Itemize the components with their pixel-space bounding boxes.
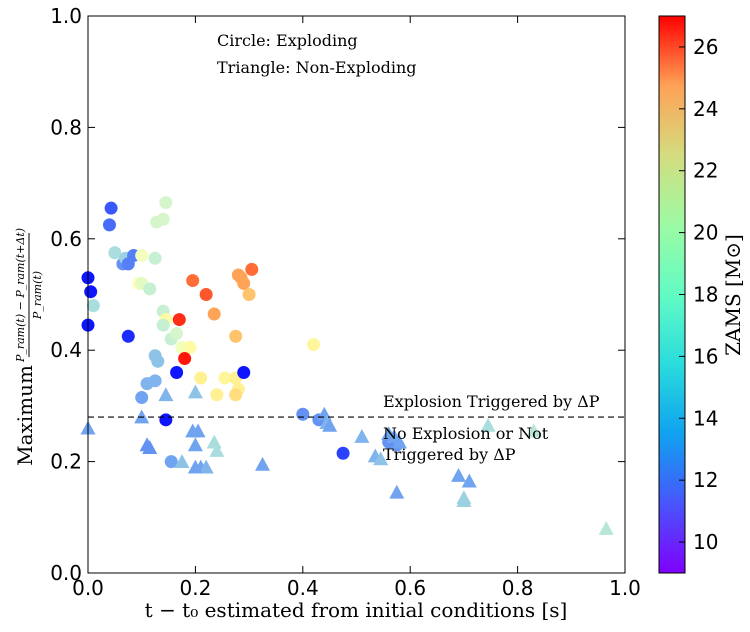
- y-tick-label: 1.0: [50, 4, 82, 28]
- exploding-point: [151, 354, 165, 368]
- exploding-point: [336, 446, 350, 460]
- exploding-point: [148, 251, 162, 265]
- non-exploding-point: [354, 429, 370, 443]
- exploding-point: [178, 352, 192, 366]
- exploding-point: [170, 365, 184, 379]
- colorbar-tick-label: 26: [693, 35, 718, 59]
- y-axis-label: Maximum P_ram(t) − P_ram(t+Δt) P_ram(t): [13, 228, 44, 466]
- axis-ticks: 0.0 0.2 0.4 0.6 0.8 1.0 0.0 0.2 0.4 0.6 0.8 1.0: [50, 4, 641, 600]
- legend-triangle-text: Triangle: Non-Exploding: [217, 58, 417, 77]
- non-exploding-point: [209, 442, 225, 457]
- x-tick-label: 0.2: [179, 576, 211, 600]
- exploding-point: [242, 288, 256, 301]
- exploding-point: [84, 285, 98, 299]
- exploding-point: [104, 201, 118, 215]
- x-tick-label: 0.8: [502, 576, 534, 600]
- exploding-point: [229, 388, 243, 402]
- exploding-point: [156, 318, 170, 332]
- exploding-point: [135, 391, 149, 405]
- colorbar-label: ZAMS [M⊙]: [721, 234, 745, 356]
- threshold-label-below-line1: No Explosion or Not: [383, 424, 549, 443]
- exploding-point: [156, 212, 170, 226]
- exploding-point: [172, 313, 186, 327]
- non-exploding-point: [461, 473, 477, 488]
- non-exploding-point: [158, 387, 174, 402]
- exploding-point: [237, 365, 251, 379]
- exploding-point: [229, 329, 243, 343]
- exploding-point: [210, 388, 224, 402]
- non-exploding-point: [322, 417, 338, 432]
- exploding-point: [194, 371, 208, 385]
- non-exploding-point: [190, 423, 206, 438]
- non-exploding-point: [526, 423, 542, 438]
- exploding-point: [199, 288, 213, 301]
- y-axis-label-main: Maximum: [13, 365, 37, 466]
- y-tick-label: 0.8: [50, 115, 82, 139]
- non-exploding-point: [480, 417, 496, 432]
- colorbar-tick-label: 10: [693, 530, 718, 554]
- colorbar-ticks: 10 12 14 16 18 20 22 24 26: [679, 35, 718, 554]
- x-tick-label: 0.0: [72, 576, 104, 600]
- x-tick-label: 0.4: [287, 576, 319, 600]
- y-tick-label: 0.6: [50, 227, 82, 251]
- exploding-point: [170, 326, 184, 340]
- exploding-point: [140, 377, 154, 391]
- exploding-point: [307, 338, 321, 352]
- y-axis-label-denominator: P_ram(t): [31, 271, 44, 320]
- colorbar-tick-label: 14: [693, 406, 718, 430]
- colorbar-tick-label: 18: [693, 283, 718, 307]
- colorbar-tick-label: 16: [693, 344, 718, 368]
- exploding-point: [86, 299, 100, 313]
- non-exploding-point: [598, 520, 614, 535]
- exploding-point: [159, 413, 173, 427]
- threshold-label-above: Explosion Triggered by ΔP: [383, 392, 600, 411]
- exploding-point: [245, 262, 259, 276]
- non-exploding-point: [451, 468, 467, 482]
- legend-circle-text: Circle: Exploding: [217, 31, 358, 50]
- exploding-point: [143, 282, 157, 296]
- exploding-point: [102, 218, 116, 232]
- exploding-point: [135, 249, 149, 263]
- non-exploding-point: [255, 456, 271, 471]
- y-tick-label: 0.0: [50, 561, 82, 585]
- exploding-point: [159, 196, 173, 210]
- y-tick-label: 0.4: [50, 338, 82, 362]
- x-tick-label: 1.0: [609, 576, 641, 600]
- colorbar-tick-label: 22: [693, 159, 718, 183]
- exploding-point: [296, 407, 310, 421]
- x-tick-label: 0.6: [394, 576, 426, 600]
- y-tick-label: 0.2: [50, 450, 82, 474]
- colorbar-tick-label: 20: [693, 221, 718, 245]
- colorbar-tick-label: 12: [693, 468, 718, 492]
- exploding-point: [121, 329, 135, 343]
- x-axis-label: t − t₀ estimated from initial conditions…: [145, 598, 568, 622]
- exploding-point: [108, 246, 122, 260]
- exploding-point: [207, 307, 221, 321]
- exploding-point: [164, 455, 178, 469]
- plot-area: [80, 196, 614, 535]
- non-exploding-point: [187, 437, 203, 452]
- non-exploding-point: [187, 384, 203, 399]
- threshold-label-below-line2: Triggered by ΔP: [383, 445, 516, 464]
- y-axis-label-numerator: P_ram(t) − P_ram(t+Δt): [14, 228, 27, 363]
- non-exploding-point: [456, 490, 472, 505]
- non-exploding-point: [373, 451, 389, 466]
- non-exploding-point: [391, 434, 407, 449]
- non-exploding-point: [174, 454, 190, 468]
- exploding-point: [183, 340, 197, 354]
- non-exploding-point: [206, 434, 222, 449]
- exploding-point: [237, 276, 251, 290]
- non-exploding-point: [198, 459, 214, 474]
- non-exploding-point: [142, 440, 158, 455]
- non-exploding-point: [187, 459, 203, 474]
- colorbar-tick-label: 24: [693, 97, 718, 121]
- plot-frame: [87, 15, 626, 574]
- exploding-point: [186, 274, 200, 288]
- non-exploding-point: [389, 484, 405, 499]
- exploding-point: [218, 371, 232, 385]
